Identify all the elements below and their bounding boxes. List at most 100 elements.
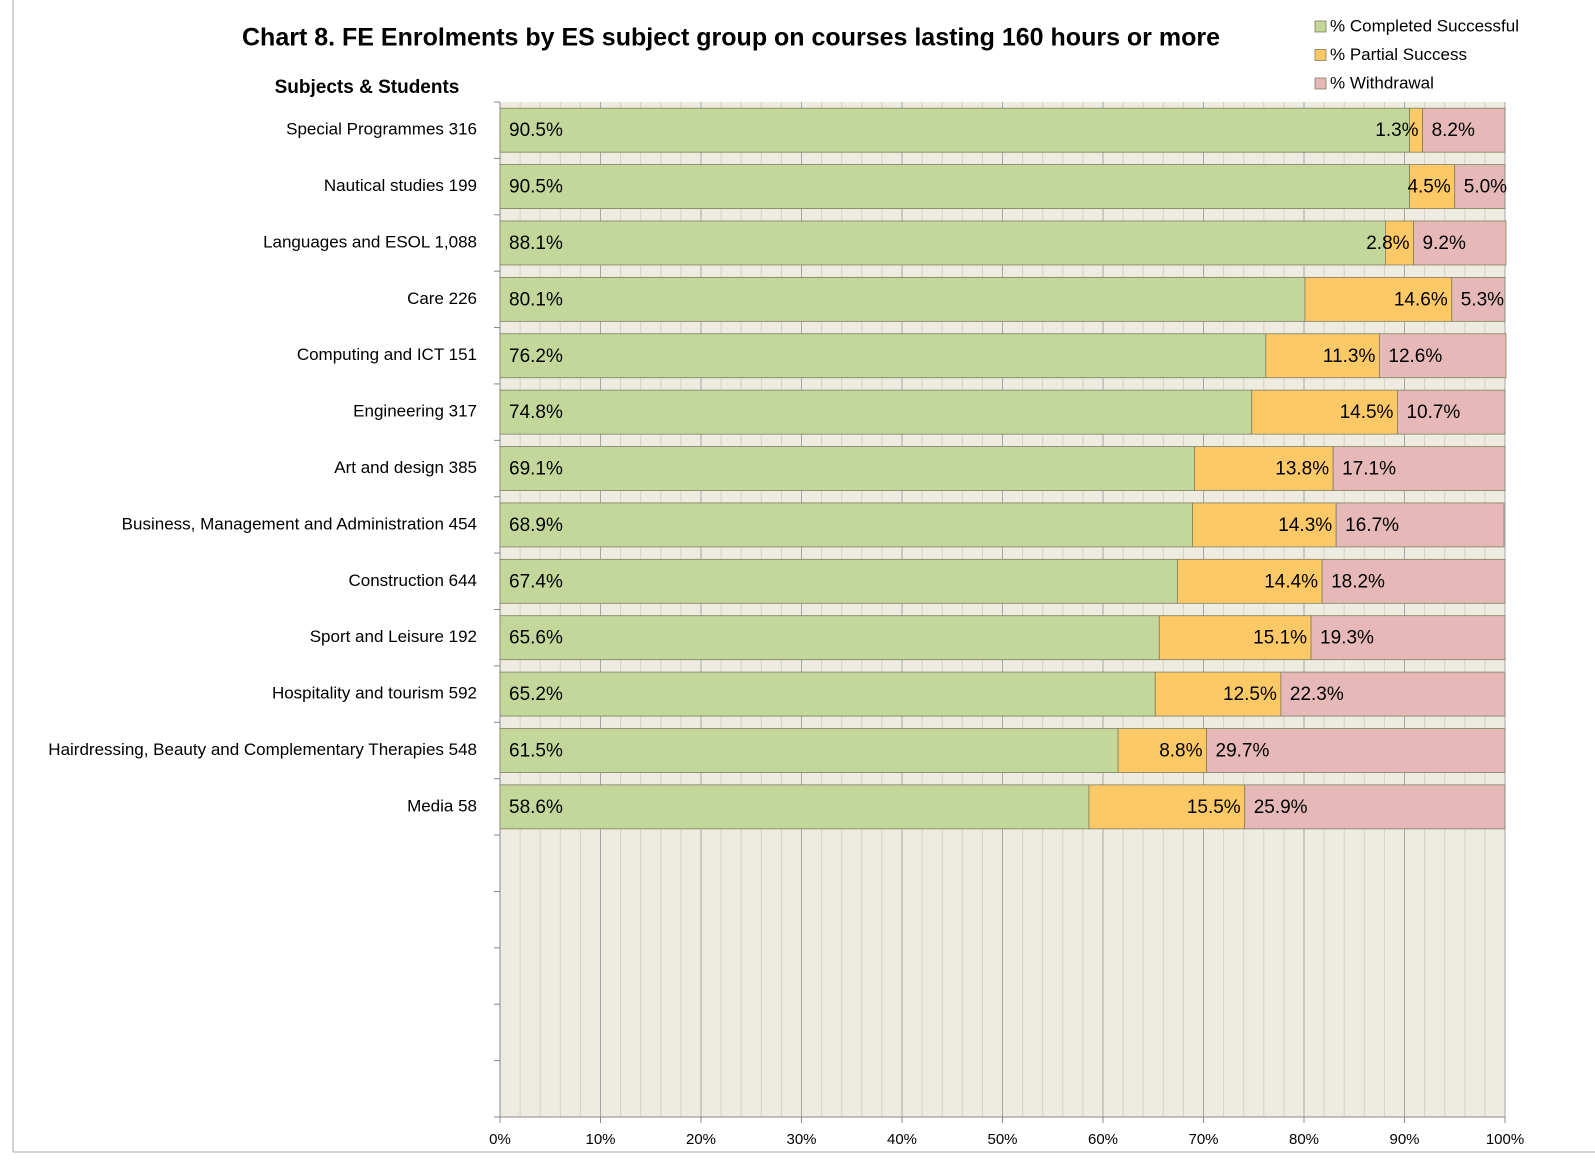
bar-segment bbox=[499, 728, 1119, 773]
x-tick-label: 10% bbox=[585, 1131, 615, 1148]
bar-segment bbox=[1176, 558, 1323, 604]
value-label: 67.4% bbox=[509, 571, 563, 592]
x-tick-label: 100% bbox=[1486, 1131, 1524, 1148]
x-tick-label: 60% bbox=[1088, 1131, 1118, 1148]
x-tick-label: 20% bbox=[686, 1131, 716, 1148]
bar-segment bbox=[1454, 164, 1506, 209]
bar-segment bbox=[1117, 728, 1207, 773]
bar-segment bbox=[499, 164, 1410, 209]
bar-segment bbox=[1409, 164, 1456, 209]
bar-segment bbox=[1321, 558, 1506, 604]
bar-segment bbox=[1451, 276, 1506, 322]
x-tick-label: 80% bbox=[1289, 1131, 1319, 1148]
x-tick-label: 70% bbox=[1188, 1131, 1218, 1148]
bar-segment bbox=[499, 389, 1253, 435]
y-tick-label: Business, Management and Administration … bbox=[122, 514, 477, 533]
y-tick-label: Special Programmes 316 bbox=[286, 120, 477, 139]
axis-title: Subjects & Students bbox=[275, 77, 460, 98]
value-label: 90.5% bbox=[509, 120, 563, 141]
bar-segment bbox=[499, 276, 1306, 322]
bar-segment bbox=[499, 558, 1178, 604]
value-label: 90.5% bbox=[509, 177, 563, 198]
bar-segment bbox=[1422, 107, 1506, 153]
value-label: 80.1% bbox=[509, 289, 563, 310]
value-label: 19.3% bbox=[1320, 628, 1374, 649]
value-label: 58.6% bbox=[509, 797, 563, 818]
value-label: 29.7% bbox=[1216, 740, 1270, 761]
bar-segment bbox=[1335, 502, 1505, 548]
bar-segment bbox=[499, 107, 1410, 153]
value-label: 18.2% bbox=[1331, 571, 1385, 592]
value-label: 65.2% bbox=[509, 684, 563, 705]
value-label: 68.9% bbox=[509, 515, 563, 536]
value-label: 1.3% bbox=[1375, 120, 1418, 141]
value-label: 9.2% bbox=[1423, 233, 1466, 254]
bar-segment bbox=[1206, 728, 1506, 773]
y-tick-label: Computing and ICT 151 bbox=[297, 345, 477, 364]
y-tick-label: Engineering 317 bbox=[353, 402, 477, 421]
value-label: 12.5% bbox=[1223, 684, 1277, 705]
value-label: 76.2% bbox=[509, 346, 563, 367]
legend-label: % Partial Success bbox=[1330, 45, 1467, 64]
legend-label: % Completed Successful bbox=[1330, 16, 1519, 35]
bar-segment bbox=[1385, 220, 1414, 266]
x-tick-label: 90% bbox=[1389, 1131, 1419, 1148]
value-label: 25.9% bbox=[1254, 797, 1308, 818]
value-label: 14.3% bbox=[1278, 515, 1332, 536]
bar-segment bbox=[499, 333, 1267, 379]
legend-swatch bbox=[1314, 20, 1327, 33]
value-label: 14.6% bbox=[1394, 289, 1448, 310]
value-label: 15.5% bbox=[1187, 797, 1241, 818]
value-label: 74.8% bbox=[509, 402, 563, 423]
x-tick-label: 0% bbox=[489, 1131, 511, 1148]
value-label: 12.6% bbox=[1388, 346, 1442, 367]
value-label: 61.5% bbox=[509, 740, 563, 761]
value-label: 5.0% bbox=[1464, 177, 1507, 198]
value-label: 2.8% bbox=[1366, 233, 1409, 254]
bar-segment bbox=[499, 446, 1195, 491]
y-tick-label: Media 58 bbox=[407, 796, 477, 815]
value-label: 65.6% bbox=[509, 628, 563, 649]
y-tick-label: Hairdressing, Beauty and Complementary T… bbox=[48, 740, 477, 759]
bar-segment bbox=[1265, 333, 1380, 379]
x-tick-label: 50% bbox=[987, 1131, 1017, 1148]
value-label: 8.2% bbox=[1432, 120, 1475, 141]
value-label: 69.1% bbox=[509, 459, 563, 480]
bar-segment bbox=[1310, 615, 1506, 661]
bar-segment bbox=[499, 220, 1386, 266]
y-tick-label: Hospitality and tourism 592 bbox=[272, 684, 477, 703]
value-label: 88.1% bbox=[509, 233, 563, 254]
value-label: 5.3% bbox=[1461, 289, 1504, 310]
y-tick-label: Care 226 bbox=[407, 289, 477, 308]
value-label: 4.5% bbox=[1407, 177, 1450, 198]
x-tick-label: 30% bbox=[786, 1131, 816, 1148]
value-label: 22.3% bbox=[1290, 684, 1344, 705]
value-label: 8.8% bbox=[1159, 740, 1202, 761]
chart-title: Chart 8. FE Enrolments by ES subject gro… bbox=[242, 24, 1220, 52]
x-tick-label: 40% bbox=[887, 1131, 917, 1148]
value-label: 15.1% bbox=[1253, 628, 1307, 649]
y-tick-label: Art and design 385 bbox=[334, 458, 477, 477]
bar-segment bbox=[1158, 615, 1312, 661]
value-label: 10.7% bbox=[1406, 402, 1460, 423]
bar-segment bbox=[1251, 389, 1398, 435]
legend-swatch bbox=[1314, 77, 1327, 90]
bar-segment bbox=[1413, 220, 1507, 266]
legend-label: % Withdrawal bbox=[1330, 73, 1434, 92]
bar-segment bbox=[499, 671, 1156, 717]
bar-segment bbox=[1332, 446, 1506, 491]
bar-segment bbox=[1244, 784, 1506, 830]
value-label: 17.1% bbox=[1342, 459, 1396, 480]
y-tick-label: Nautical studies 199 bbox=[324, 176, 477, 195]
value-label: 14.4% bbox=[1264, 571, 1318, 592]
y-tick-label: Sport and Leisure 192 bbox=[310, 627, 477, 646]
bar-segment bbox=[1194, 446, 1334, 491]
bar-segment bbox=[1088, 784, 1246, 830]
value-label: 14.5% bbox=[1340, 402, 1394, 423]
bar-segment bbox=[499, 615, 1160, 661]
bar-segment bbox=[499, 784, 1090, 830]
value-label: 13.8% bbox=[1275, 459, 1329, 480]
legend-swatch bbox=[1314, 49, 1327, 61]
y-tick-label: Construction 644 bbox=[348, 571, 477, 590]
